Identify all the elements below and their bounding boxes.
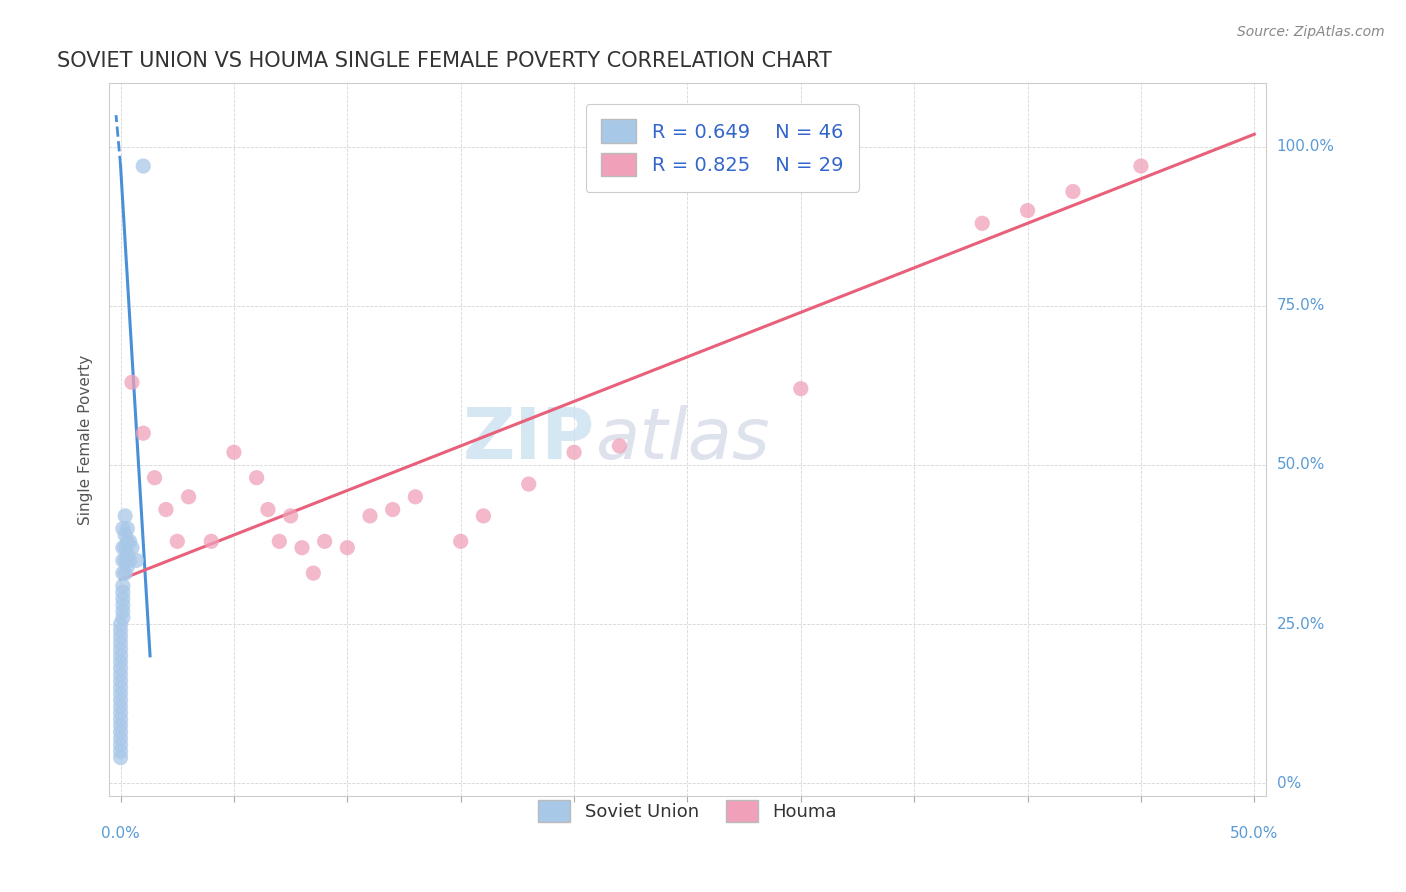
Point (132, 159, 155, 173)
Point (111, 522, 134, 536)
Point (111, 579, 134, 593)
Point (111, 591, 134, 606)
Point (336, 541, 359, 555)
Point (114, 566, 136, 581)
Point (609, 439, 631, 453)
Text: SOVIET UNION VS HOUMA SINGLE FEMALE POVERTY CORRELATION CHART: SOVIET UNION VS HOUMA SINGLE FEMALE POVE… (58, 51, 832, 70)
Point (155, 502, 177, 516)
Point (111, 604, 134, 618)
Point (110, 750, 132, 764)
Text: atlas: atlas (595, 405, 769, 474)
Point (111, 553, 134, 567)
Point (114, 528, 136, 542)
Point (111, 566, 134, 581)
Point (1062, 185, 1084, 199)
Point (110, 624, 132, 638)
Point (110, 744, 132, 758)
Point (110, 693, 132, 707)
Point (117, 534, 139, 549)
Point (472, 508, 495, 523)
Point (110, 642, 132, 657)
Text: 0%: 0% (1277, 775, 1301, 790)
Legend: R = 0.649    N = 46, R = 0.825    N = 29: R = 0.649 N = 46, R = 0.825 N = 29 (585, 103, 859, 192)
Point (110, 738, 132, 752)
Point (404, 490, 426, 504)
Point (114, 508, 136, 523)
Point (166, 534, 188, 549)
Point (117, 547, 139, 561)
Text: 75.0%: 75.0% (1277, 299, 1324, 313)
Text: 25.0%: 25.0% (1277, 616, 1324, 632)
Point (280, 508, 302, 523)
Point (562, 445, 585, 459)
Point (257, 502, 280, 516)
Point (314, 534, 336, 549)
Point (110, 655, 132, 669)
Point (972, 216, 994, 230)
Point (517, 477, 540, 491)
Text: 0.0%: 0.0% (101, 826, 141, 841)
Point (200, 534, 222, 549)
Point (269, 534, 291, 549)
Point (111, 541, 134, 555)
Point (117, 559, 139, 574)
Point (117, 522, 139, 536)
Point (291, 541, 314, 555)
Text: 50.0%: 50.0% (1277, 458, 1324, 473)
Point (1129, 159, 1152, 173)
Point (121, 541, 143, 555)
Point (110, 668, 132, 682)
Point (110, 674, 132, 689)
Point (143, 471, 166, 485)
Point (125, 553, 148, 567)
Text: 50.0%: 50.0% (1230, 826, 1278, 841)
Point (132, 426, 155, 441)
Point (110, 713, 132, 727)
Text: ZIP: ZIP (463, 405, 595, 474)
Point (110, 617, 132, 632)
Point (110, 706, 132, 720)
Point (110, 648, 132, 663)
Point (110, 719, 132, 733)
Point (381, 502, 404, 516)
Point (359, 508, 381, 523)
Point (1017, 203, 1039, 218)
Point (110, 681, 132, 695)
Point (302, 566, 325, 581)
Text: Source: ZipAtlas.com: Source: ZipAtlas.com (1237, 25, 1385, 39)
Point (118, 534, 141, 549)
Point (121, 376, 143, 390)
Point (790, 382, 813, 396)
Point (450, 534, 472, 549)
Point (110, 630, 132, 644)
Point (114, 553, 136, 567)
Point (110, 687, 132, 701)
Point (246, 471, 269, 485)
Point (111, 598, 134, 612)
Y-axis label: Single Female Poverty: Single Female Poverty (79, 354, 93, 524)
Point (111, 610, 134, 624)
Point (110, 731, 132, 746)
Point (110, 699, 132, 714)
Point (110, 636, 132, 650)
Point (110, 725, 132, 739)
Point (110, 661, 132, 675)
Text: 100.0%: 100.0% (1277, 139, 1334, 154)
Point (177, 490, 200, 504)
Point (114, 541, 136, 555)
Point (222, 445, 245, 459)
Point (118, 553, 141, 567)
Point (111, 585, 134, 599)
